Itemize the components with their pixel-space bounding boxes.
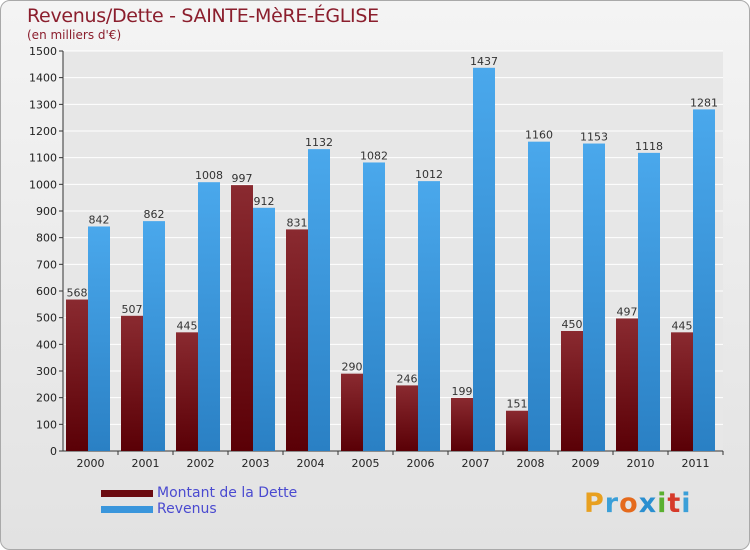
- bar-revenus: [418, 181, 440, 451]
- y-tick-label: 800: [36, 232, 57, 245]
- data-label: 246: [397, 372, 418, 385]
- x-tick-label: 2001: [132, 457, 160, 470]
- bar-dette: [396, 385, 418, 451]
- y-tick-label: 500: [36, 312, 57, 325]
- x-tick-label: 2009: [572, 457, 600, 470]
- data-label: 507: [122, 303, 143, 316]
- x-tick-label: 2007: [462, 457, 490, 470]
- data-label: 1012: [415, 168, 443, 181]
- bar-dette: [616, 318, 638, 451]
- logo-letter: t: [667, 488, 682, 519]
- bar-dette: [506, 410, 528, 451]
- bar-dette: [176, 332, 198, 451]
- bar-dette: [66, 299, 88, 451]
- logo-letter: o: [619, 488, 639, 519]
- logo-letter: r: [604, 488, 620, 519]
- data-label: 290: [342, 361, 363, 374]
- y-tick-label: 600: [36, 285, 57, 298]
- y-tick-label: 1100: [29, 152, 57, 165]
- logo-letter: x: [638, 488, 658, 519]
- bar-revenus: [363, 162, 385, 451]
- chart-subtitle: (en milliers d'€): [27, 28, 122, 42]
- bar-revenus: [638, 152, 660, 451]
- bar-revenus: [528, 141, 550, 451]
- data-label: 1153: [580, 131, 608, 144]
- x-tick-label: 2008: [517, 457, 545, 470]
- data-label: 842: [89, 213, 110, 226]
- bar-dette: [341, 373, 363, 451]
- bar-dette: [671, 332, 693, 451]
- data-label: 445: [177, 319, 198, 332]
- data-label: 1008: [195, 169, 223, 182]
- x-tick-label: 2005: [352, 457, 380, 470]
- bar-revenus: [693, 109, 715, 452]
- bar-revenus: [308, 149, 330, 451]
- x-tick-label: 2003: [242, 457, 270, 470]
- data-label: 862: [144, 208, 165, 221]
- data-label: 1082: [360, 149, 388, 162]
- data-label: 151: [507, 398, 528, 411]
- data-label: 1281: [690, 96, 718, 109]
- y-tick-label: 1300: [29, 98, 57, 111]
- x-tick-label: 2010: [627, 457, 655, 470]
- bar-dette: [451, 397, 473, 451]
- bar-revenus: [583, 143, 605, 452]
- logo-letter: P: [584, 488, 605, 519]
- data-label: 1118: [635, 140, 663, 153]
- y-tick-label: 0: [50, 445, 57, 458]
- bar-revenus: [253, 207, 275, 451]
- y-tick-label: 900: [36, 205, 57, 218]
- x-tick-label: 2002: [187, 457, 215, 470]
- bar-revenus: [88, 226, 110, 451]
- logo-letter: i: [657, 488, 668, 519]
- data-label: 445: [672, 319, 693, 332]
- data-label: 450: [562, 318, 583, 331]
- bar-revenus: [198, 182, 220, 451]
- logo-letter: i: [681, 488, 692, 519]
- chart-title: Revenus/Dette - SAINTE-MèRE-ÉGLISE: [27, 5, 379, 27]
- bar-dette: [121, 315, 143, 451]
- y-tick-label: 100: [36, 418, 57, 431]
- y-tick-label: 700: [36, 258, 57, 271]
- data-label: 1160: [525, 129, 553, 142]
- plot-area: [63, 51, 723, 451]
- data-label: 1132: [305, 136, 333, 149]
- x-tick-label: 2006: [407, 457, 435, 470]
- bar-revenus: [473, 67, 495, 452]
- data-label: 912: [254, 195, 275, 208]
- data-label: 199: [452, 385, 473, 398]
- bar-dette: [286, 229, 308, 451]
- data-label: 497: [617, 305, 638, 318]
- y-tick-label: 1000: [29, 178, 57, 191]
- y-tick-label: 1500: [29, 45, 57, 58]
- data-label: 568: [67, 287, 88, 300]
- legend-label-revenus: Revenus: [157, 501, 217, 517]
- proxiti-logo: Proxiti: [584, 488, 692, 519]
- bar-dette: [561, 331, 583, 451]
- y-tick-label: 1200: [29, 125, 57, 138]
- x-tick-label: 2000: [77, 457, 105, 470]
- y-tick-label: 1400: [29, 72, 57, 85]
- x-tick-label: 2011: [682, 457, 710, 470]
- data-label: 831: [287, 216, 308, 229]
- data-label: 1437: [470, 55, 498, 68]
- y-tick-label: 300: [36, 365, 57, 378]
- bar-revenus: [143, 221, 165, 451]
- y-tick-label: 400: [36, 338, 57, 351]
- x-tick-label: 2004: [297, 457, 325, 470]
- y-tick-label: 200: [36, 392, 57, 405]
- legend-label-dette: Montant de la Dette: [157, 485, 298, 501]
- legend-swatch-dette: [101, 490, 153, 497]
- legend-swatch-revenus: [101, 506, 153, 513]
- bar-dette: [231, 185, 253, 451]
- data-label: 997: [232, 172, 253, 185]
